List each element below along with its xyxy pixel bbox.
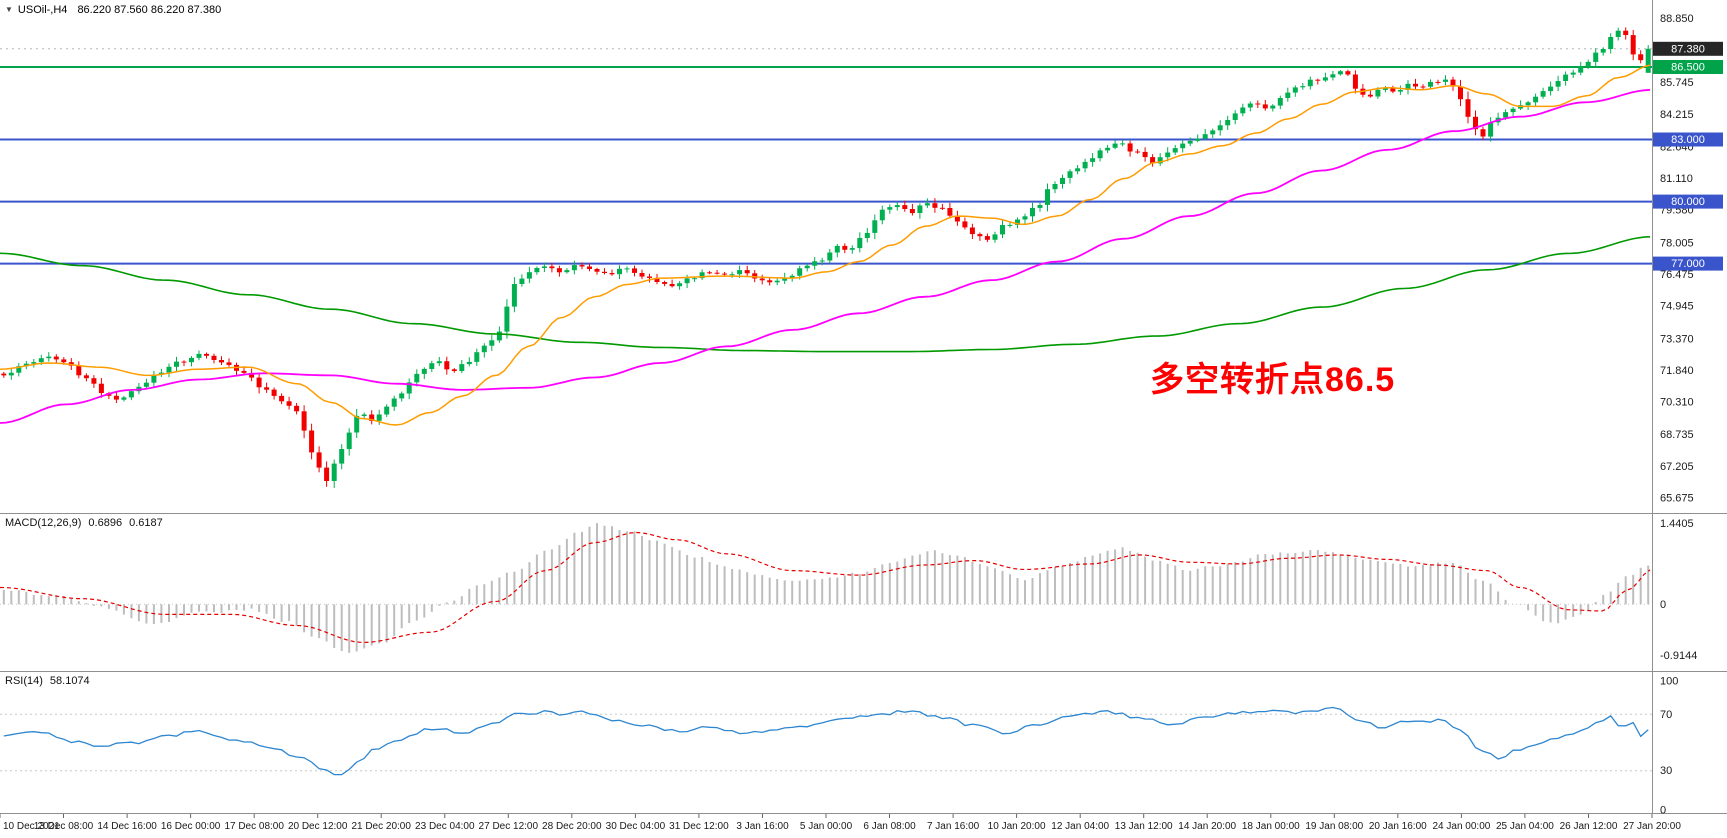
svg-text:76.475: 76.475 bbox=[1660, 269, 1694, 281]
svg-text:71.840: 71.840 bbox=[1660, 365, 1694, 377]
time-axis-label: 24 Jan 00:00 bbox=[1432, 821, 1490, 832]
svg-text:70: 70 bbox=[1660, 709, 1672, 721]
macd-name-label: MACD(12,26,9) bbox=[5, 517, 82, 529]
chart-header: ▼ USOil-,H4 86.220 87.560 86.220 87.380 bbox=[5, 4, 221, 16]
macd-signal-value: 0.6187 bbox=[129, 517, 163, 529]
ma-mid-magenta-line bbox=[0, 88, 1651, 424]
time-axis-label: 5 Jan 00:00 bbox=[800, 821, 853, 832]
price-badge-80.000: 80.000 bbox=[1653, 194, 1723, 209]
candlesticks[interactable] bbox=[1, 27, 1651, 488]
time-axis-label: 27 Jan 20:00 bbox=[1623, 821, 1681, 832]
time-axis-label: 14 Dec 16:00 bbox=[97, 821, 157, 832]
svg-text:1.4405: 1.4405 bbox=[1660, 518, 1694, 530]
panel-separators bbox=[0, 513, 1727, 814]
ma-slow-green-line bbox=[0, 236, 1651, 353]
time-axis-label: 10 Jan 20:00 bbox=[988, 821, 1046, 832]
svg-text:0: 0 bbox=[1660, 805, 1666, 817]
svg-text:68.735: 68.735 bbox=[1660, 429, 1694, 441]
time-axis-label: 20 Jan 16:00 bbox=[1369, 821, 1427, 832]
rsi-indicator-label: RSI(14) 58.1074 bbox=[5, 675, 97, 687]
svg-text:74.945: 74.945 bbox=[1660, 301, 1694, 313]
svg-text:78.005: 78.005 bbox=[1660, 237, 1694, 249]
time-axis-label: 21 Dec 20:00 bbox=[351, 821, 411, 832]
svg-text:88.850: 88.850 bbox=[1660, 13, 1694, 25]
symbol-period-label: USOil-,H4 bbox=[17, 4, 68, 16]
svg-text:80.000: 80.000 bbox=[1671, 196, 1705, 208]
time-axis-label: 30 Dec 04:00 bbox=[606, 821, 666, 832]
price-badge-87.380: 87.380 bbox=[1653, 41, 1723, 56]
time-axis-label: 23 Dec 04:00 bbox=[415, 821, 475, 832]
svg-text:70.310: 70.310 bbox=[1660, 397, 1694, 409]
time-axis-label: 10 Dec 2021 bbox=[3, 821, 60, 832]
macd-histogram bbox=[2, 523, 1650, 653]
price-badge-77.000: 77.000 bbox=[1653, 256, 1723, 271]
svg-text:0: 0 bbox=[1660, 599, 1666, 611]
rsi-line bbox=[3, 706, 1649, 776]
price-badge-83.000: 83.000 bbox=[1653, 132, 1723, 147]
time-axis-label: 19 Jan 08:00 bbox=[1305, 821, 1363, 832]
time-axis-label: 16 Dec 00:00 bbox=[161, 821, 221, 832]
time-axis-label: 13 Jan 12:00 bbox=[1115, 821, 1173, 832]
svg-text:100: 100 bbox=[1660, 676, 1678, 688]
time-axis-label: 17 Dec 08:00 bbox=[224, 821, 284, 832]
time-axis-label: 31 Dec 12:00 bbox=[669, 821, 729, 832]
svg-text:84.215: 84.215 bbox=[1660, 109, 1694, 121]
svg-text:73.370: 73.370 bbox=[1660, 333, 1694, 345]
macd-main-value: 0.6896 bbox=[88, 517, 123, 529]
time-axis-label: 27 Dec 12:00 bbox=[479, 821, 539, 832]
time-axis-label: 28 Dec 20:00 bbox=[542, 821, 602, 832]
svg-text:77.000: 77.000 bbox=[1671, 258, 1705, 270]
ohlc-values-label: 86.220 87.560 86.220 87.380 bbox=[77, 4, 222, 16]
time-axis-label: 26 Jan 12:00 bbox=[1560, 821, 1618, 832]
horizontal-level-lines[interactable] bbox=[0, 48, 1652, 265]
time-axis-label: 25 Jan 04:00 bbox=[1496, 821, 1554, 832]
time-axis-label: 12 Jan 04:00 bbox=[1051, 821, 1109, 832]
chart-annotation-text[interactable]: 多空转折点86.5 bbox=[1150, 361, 1396, 399]
macd-indicator-label: MACD(12,26,9) 0.6896 0.6187 bbox=[5, 517, 170, 529]
macd-signal-line bbox=[0, 531, 1651, 644]
rsi-value: 58.1074 bbox=[49, 675, 90, 687]
moving-averages bbox=[0, 64, 1651, 426]
time-axis-label: 3 Jan 16:00 bbox=[736, 821, 789, 832]
time-axis-label: 14 Jan 20:00 bbox=[1178, 821, 1236, 832]
collapse-triangle-icon[interactable]: ▼ bbox=[5, 5, 13, 14]
svg-text:67.205: 67.205 bbox=[1660, 461, 1694, 473]
svg-text:65.675: 65.675 bbox=[1660, 493, 1694, 505]
time-axis-label: 18 Jan 00:00 bbox=[1242, 821, 1300, 832]
time-axis-label: 6 Jan 08:00 bbox=[863, 821, 916, 832]
time-axis-label: 13 Dec 08:00 bbox=[34, 821, 94, 832]
time-axis-label: 20 Dec 12:00 bbox=[288, 821, 348, 832]
svg-text:83.000: 83.000 bbox=[1671, 134, 1705, 146]
rsi-name-label: RSI(14) bbox=[5, 675, 43, 687]
time-axis-label: 7 Jan 16:00 bbox=[927, 821, 980, 832]
svg-text:30: 30 bbox=[1660, 765, 1672, 777]
svg-text:-0.9144: -0.9144 bbox=[1660, 650, 1697, 662]
price-badge-86.500: 86.500 bbox=[1653, 60, 1723, 74]
svg-text:81.110: 81.110 bbox=[1660, 173, 1693, 185]
ma-fast-orange-line bbox=[0, 64, 1651, 426]
svg-text:87.380: 87.380 bbox=[1671, 43, 1705, 55]
svg-text:85.745: 85.745 bbox=[1660, 77, 1694, 89]
svg-text:86.500: 86.500 bbox=[1671, 62, 1705, 74]
